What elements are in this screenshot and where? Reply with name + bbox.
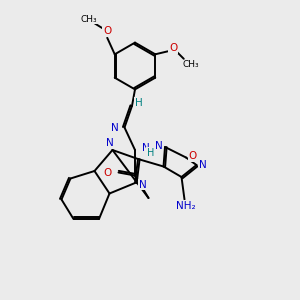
Text: H: H [147,148,154,158]
Text: NH₂: NH₂ [176,201,196,211]
Text: H: H [135,98,142,108]
Text: N: N [106,138,113,148]
Text: O: O [169,43,177,53]
Text: N: N [111,123,119,134]
Text: N: N [139,179,146,190]
Text: CH₃: CH₃ [80,15,97,24]
Text: O: O [103,26,111,36]
Text: N: N [154,140,162,151]
Text: N: N [199,160,207,170]
Text: CH₃: CH₃ [183,60,200,69]
Text: O: O [188,151,197,161]
Text: O: O [104,167,112,178]
Text: N: N [142,142,149,153]
